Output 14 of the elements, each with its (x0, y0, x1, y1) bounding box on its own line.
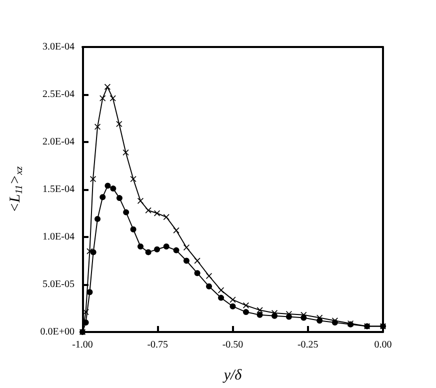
y-tick-label: 3.0E-04 (42, 42, 74, 52)
x-tick-label: -1.00 (72, 340, 93, 350)
x-tick-label: -0.50 (222, 340, 244, 350)
x-axis-title: y/δ (222, 368, 243, 384)
y-tick-label: 1.0E-04 (42, 232, 74, 242)
y-tick-label: 2.5E-04 (42, 89, 74, 100)
y-axis-title: <L11>xz (8, 166, 25, 213)
y-tick-label: 0.0E+00 (40, 326, 74, 338)
y-tick-label: 2.0E-04 (42, 136, 74, 148)
y-tick-label: 1.5E-04 (42, 184, 74, 195)
y-tick-label: 5.0E-05 (42, 279, 74, 290)
x-tick-label: 0.00 (374, 340, 392, 350)
x-tick-label: -0.75 (147, 340, 168, 350)
x-tick-label: -0.25 (297, 340, 318, 350)
